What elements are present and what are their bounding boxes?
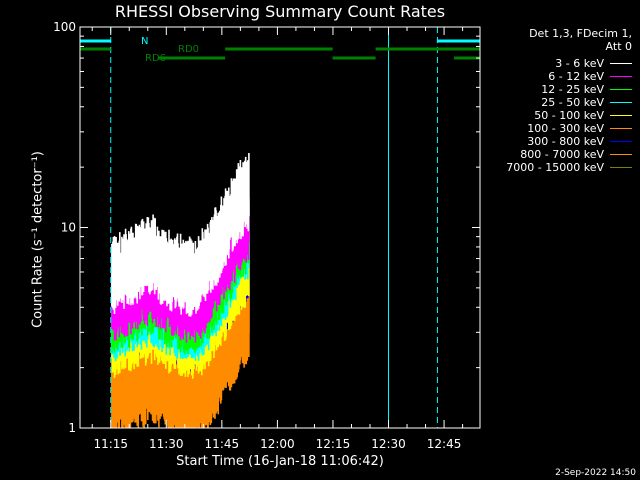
timestamp: 2-Sep-2022 14:50 — [555, 468, 636, 478]
x-axis-title: Start Time (16-Jan-18 11:06:42) — [176, 454, 384, 469]
legend-header: Det 1,3, FDecim 1, Att 0 — [482, 27, 632, 53]
legend-entry: 12 - 25 keV — [482, 83, 632, 96]
x-tick-label: 12:00 — [260, 437, 295, 451]
legend-swatch — [610, 128, 632, 129]
legend-header-line-2: Att 0 — [605, 40, 632, 53]
legend-entry: 50 - 100 keV — [482, 109, 632, 122]
legend-swatch — [610, 115, 632, 116]
legend-entry: 300 - 800 keV — [482, 135, 632, 148]
legend-label: 50 - 100 keV — [534, 109, 604, 122]
x-tick-label: 12:30 — [371, 437, 406, 451]
legend-label: 300 - 800 keV — [527, 135, 604, 148]
annotation-rd0: RD0 — [178, 44, 199, 55]
legend-label: 25 - 50 keV — [541, 96, 604, 109]
x-tick-label: 12:45 — [427, 437, 462, 451]
legend-swatch — [610, 167, 632, 168]
legend-swatch — [610, 89, 632, 90]
legend-entry: 7000 - 15000 keV — [482, 161, 632, 174]
x-tick-label: 11:30 — [149, 437, 184, 451]
legend-swatch — [610, 102, 632, 103]
legend-label: 6 - 12 keV — [548, 70, 604, 83]
legend-entry: 800 - 7000 keV — [482, 148, 632, 161]
legend-label: 7000 - 15000 keV — [506, 161, 604, 174]
legend: Det 1,3, FDecim 1, Att 0 3 - 6 keV 6 - 12… — [482, 27, 632, 174]
legend-label: 100 - 300 keV — [527, 122, 604, 135]
legend-header-line-1: Det 1,3, FDecim 1, — [529, 27, 632, 40]
legend-entry: 100 - 300 keV — [482, 122, 632, 135]
x-tick-label: 11:15 — [93, 437, 128, 451]
legend-entry: 6 - 12 keV — [482, 70, 632, 83]
legend-label: 12 - 25 keV — [541, 83, 604, 96]
chart-title: RHESSI Observing Summary Count Rates — [114, 2, 446, 21]
y-tick-label: 1 — [68, 421, 76, 435]
legend-label: 3 - 6 keV — [555, 57, 604, 70]
series-3-to-6keV — [111, 153, 250, 317]
legend-swatch — [610, 141, 632, 142]
x-tick-label: 11:45 — [205, 437, 240, 451]
annotation-rd6: RD6 — [145, 53, 166, 64]
annotation-n: N — [141, 36, 148, 47]
legend-swatch — [610, 63, 632, 64]
legend-entry: 25 - 50 keV — [482, 96, 632, 109]
x-tick-label: 12:15 — [316, 437, 351, 451]
legend-swatch — [610, 154, 632, 155]
y-tick-label: 10 — [61, 221, 76, 235]
legend-label: 800 - 7000 keV — [520, 148, 604, 161]
y-axis-title: Count Rate (s⁻¹ detector⁻¹) — [30, 151, 46, 328]
series-mark — [111, 153, 250, 317]
legend-entry: 3 - 6 keV — [482, 57, 632, 70]
legend-rows: 3 - 6 keV 6 - 12 keV 12 - 25 keV 25 - 50 ke… — [482, 57, 632, 174]
legend-swatch — [610, 76, 632, 77]
y-tick-label: 100 — [53, 20, 76, 34]
